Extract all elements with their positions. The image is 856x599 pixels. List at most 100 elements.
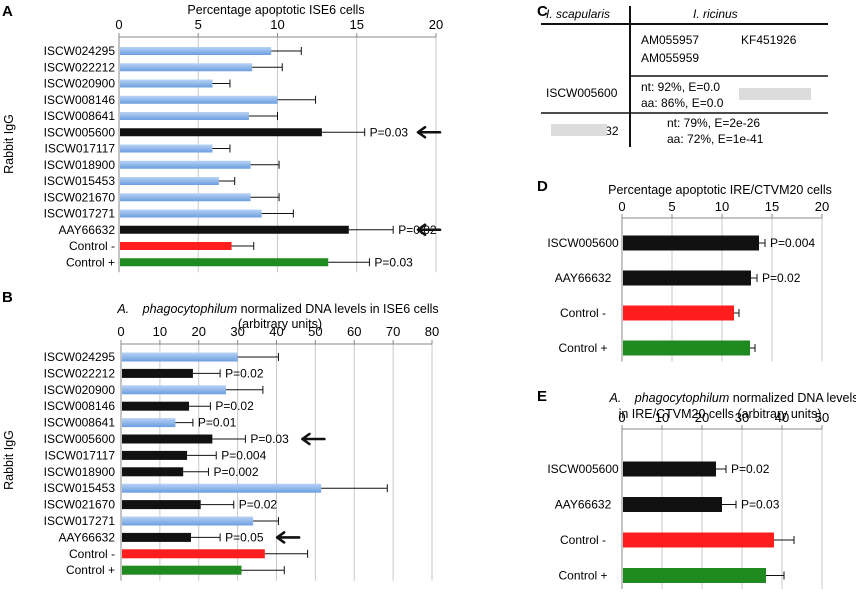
- table-ricinus-id-3: KF451926: [741, 33, 797, 47]
- chart-a-p-value: P=0.03: [370, 125, 409, 139]
- panel-letter-b: B: [2, 289, 13, 306]
- chart-b-tick-label: 20: [192, 324, 206, 339]
- chart-b-title-genus: A.: [116, 302, 129, 316]
- chart-b-category-label: Control +: [66, 563, 115, 577]
- chart-b-bar: [122, 401, 190, 411]
- chart-a-category-label: Control -: [69, 239, 115, 253]
- chart-a-p-value: P=0.03: [374, 255, 413, 269]
- chart-b-bar: [122, 500, 201, 510]
- chart-b-tick-label: 60: [347, 324, 361, 339]
- chart-d-category-label: Control +: [558, 341, 607, 355]
- chart-a-bar: [120, 225, 349, 234]
- chart-d-bar: [623, 235, 759, 251]
- chart-e-category-label: ISCW005600: [547, 462, 619, 476]
- chart-d-tick-label: 10: [715, 199, 729, 214]
- chart-a-bar: [120, 242, 232, 250]
- table-row2-aa: aa: 72%, E=1e-41: [667, 132, 764, 146]
- table-ricinus-id-1: AM055957: [641, 33, 699, 47]
- chart-b-p-value: P=0.002: [213, 465, 258, 479]
- table-row1-gray-cell: [739, 88, 811, 100]
- chart-b-p-value: P=0.02: [225, 366, 264, 380]
- chart-d-category-label: AAY66632: [555, 271, 612, 285]
- chart-a-title: Percentage apoptotic ISE6 cells: [187, 3, 364, 17]
- chart-b-category-label: ISCW021670: [44, 498, 116, 512]
- chart-e-tick-label: 40: [775, 410, 789, 425]
- chart-b: A. phagocytophilum normalized DNA levels…: [2, 302, 439, 581]
- chart-a-category-label: AAY66632: [59, 223, 116, 237]
- chart-b-category-label: ISCW008641: [44, 416, 116, 430]
- chart-b-bar: [122, 549, 265, 559]
- chart-d-p-value: P=0.004: [770, 236, 815, 250]
- chart-b-category-label: ISCW008146: [44, 399, 116, 413]
- table-col-ricinus: I. ricinus: [693, 7, 738, 21]
- chart-d-bar: [623, 270, 751, 286]
- chart-a-category-label: ISCW017271: [44, 207, 116, 221]
- chart-d-bar: [623, 340, 750, 356]
- chart-d-tick-label: 20: [815, 199, 829, 214]
- chart-b-title: A. phagocytophilum normalized DNA levels…: [116, 302, 438, 316]
- chart-d-tick-label: 0: [618, 199, 625, 214]
- chart-a-category-label: ISCW021670: [44, 190, 116, 204]
- chart-a-category-label: Control +: [66, 255, 115, 269]
- chart-e-title: A. phagocytophilum normalized DNA levels: [608, 391, 856, 405]
- chart-a-bar: [120, 79, 213, 88]
- chart-e-bar: [623, 497, 722, 512]
- chart-a-tick-label: 15: [350, 17, 364, 32]
- table-row2-nt: nt: 79%, E=2e-26: [667, 116, 760, 130]
- chart-a-category-label: ISCW005600: [44, 125, 116, 139]
- chart-b-category-label: ISCW020900: [44, 383, 116, 397]
- chart-b-arrow-icon: [301, 432, 326, 446]
- chart-a-bar: [120, 144, 213, 153]
- chart-b-bar: [122, 352, 238, 362]
- chart-e-tick-label: 10: [655, 410, 669, 425]
- chart-b-p-value: P=0.03: [250, 432, 289, 446]
- chart-b-bar: [122, 368, 193, 378]
- chart-e-category-label: Control +: [558, 569, 607, 583]
- chart-b-category-label: ISCW015453: [44, 481, 116, 495]
- chart-a-bar: [120, 112, 249, 120]
- chart-b-p-value: P=0.02: [239, 498, 278, 512]
- chart-e-tick-label: 20: [695, 410, 709, 425]
- table-row2-gray-cell: [551, 124, 607, 136]
- chart-e-category-label: AAY66632: [555, 498, 612, 512]
- chart-e-title-genus: A.: [608, 391, 621, 405]
- chart-b-p-value: P=0.02: [215, 399, 254, 413]
- chart-e-title-species: phagocytophilum: [634, 391, 730, 405]
- chart-a-bar: [120, 95, 278, 104]
- chart-d-category-label: ISCW005600: [547, 236, 619, 250]
- chart-b-tick-label: 50: [308, 324, 322, 339]
- chart-e-bar: [623, 568, 766, 583]
- chart-a-category-label: ISCW008146: [44, 93, 116, 107]
- chart-b-bar: [122, 467, 184, 477]
- chart-b-tick-label: 70: [386, 324, 400, 339]
- chart-b-tick-label: 30: [230, 324, 244, 339]
- chart-e-p-value: P=0.02: [731, 462, 770, 476]
- chart-d-bar: [623, 305, 734, 321]
- chart-e-p-value: P=0.03: [741, 498, 780, 512]
- chart-e-tick-label: 0: [618, 410, 625, 425]
- chart-d-category-label: Control -: [560, 306, 606, 320]
- chart-e-bar: [623, 461, 716, 477]
- chart-e-title-line2: in IRE/CTVM20 cells (arbitrary units): [619, 407, 822, 421]
- chart-a-category-label: ISCW017117: [45, 142, 116, 156]
- chart-a-category-label: ISCW022212: [44, 60, 116, 74]
- chart-b-category-label: Control -: [69, 547, 115, 561]
- chart-a-category-label: ISCW008641: [44, 109, 116, 123]
- chart-a-bar: [120, 128, 322, 137]
- table-row1-aa: aa: 86%, E=0.0: [641, 96, 724, 110]
- chart-b-bar: [122, 483, 322, 493]
- chart-b-title-line2: (arbitrary units): [238, 317, 322, 331]
- chart-b-tick-label: 40: [269, 324, 283, 339]
- chart-a-bar: [120, 177, 219, 185]
- chart-a-category-label: ISCW015453: [44, 174, 116, 188]
- chart-e: A. phagocytophilum normalized DNA levels…: [547, 391, 856, 589]
- chart-b-category-label: ISCW018900: [44, 465, 116, 479]
- chart-b-p-value: P=0.05: [225, 530, 264, 544]
- chart-b-category-label: AAY66632: [59, 530, 116, 544]
- chart-e-title-rest: normalized DNA levels: [733, 391, 856, 405]
- panel-letter-c: C: [537, 3, 548, 20]
- chart-a-tick-label: 0: [115, 17, 122, 32]
- chart-d: Percentage apoptotic IRE/CTVM20 cells 0 5…: [547, 183, 832, 362]
- chart-a-ylabel: Rabbit IgG: [2, 114, 16, 174]
